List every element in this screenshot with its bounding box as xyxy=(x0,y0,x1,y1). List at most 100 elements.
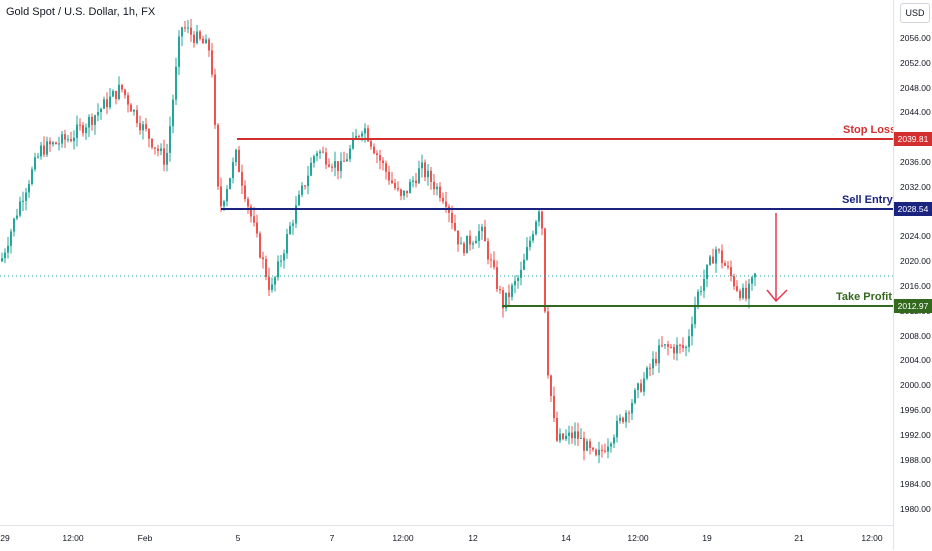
candle-body xyxy=(367,128,369,142)
candle-body xyxy=(619,417,621,421)
candle-body xyxy=(589,441,591,448)
candle-body xyxy=(13,218,15,232)
candle-body xyxy=(526,247,528,260)
candle-body xyxy=(400,189,402,196)
candle-body xyxy=(334,161,336,168)
candle-body xyxy=(118,84,120,99)
candle-body xyxy=(544,228,546,312)
candle-body xyxy=(466,235,468,254)
candle-body xyxy=(244,185,246,200)
currency-button[interactable]: USD xyxy=(900,3,930,23)
candle-body xyxy=(655,358,657,364)
candle-body xyxy=(532,234,534,241)
candle-body xyxy=(70,139,72,142)
candle-body xyxy=(196,31,198,44)
candle-body xyxy=(493,260,495,268)
candle-body xyxy=(265,259,267,277)
price-axis[interactable]: USD 2056.002052.002048.002044.002040.002… xyxy=(893,0,932,550)
candle-body xyxy=(712,256,714,264)
candle-body xyxy=(64,134,66,140)
candle-body xyxy=(529,240,531,248)
candle-body xyxy=(85,127,87,134)
candle-body xyxy=(535,221,537,235)
candle-body xyxy=(28,183,30,193)
candle-body xyxy=(307,175,309,187)
price-tick-label: 2052.00 xyxy=(900,57,931,68)
candle-body xyxy=(259,233,261,258)
candle-body xyxy=(613,437,615,444)
candle-body xyxy=(484,226,486,242)
candle-body xyxy=(202,38,204,44)
candle-body xyxy=(418,168,420,184)
candle-body xyxy=(688,336,690,348)
candle-body xyxy=(322,151,324,153)
candle-body xyxy=(397,188,399,190)
candle-body xyxy=(175,66,177,100)
candle-body xyxy=(439,186,441,198)
candle-body xyxy=(391,180,393,184)
time-axis[interactable]: 29 12:00 Feb 5 7 12:00 12 14 12:00 19 21 12:00 xyxy=(0,525,893,551)
candle-body xyxy=(718,249,720,251)
stop-loss-label: Stop Loss xyxy=(843,124,893,136)
candle-body xyxy=(1,258,3,262)
candle-body xyxy=(52,142,54,145)
candle-body xyxy=(673,346,675,354)
candle-body xyxy=(46,141,48,155)
candle-body xyxy=(742,287,744,299)
candle-body xyxy=(103,99,105,109)
time-tick-label: 7 xyxy=(329,533,335,543)
candle-body xyxy=(316,153,318,157)
candle-body xyxy=(283,253,285,261)
candle-body xyxy=(667,344,669,347)
candle-body xyxy=(328,164,330,167)
candle-body xyxy=(40,145,42,157)
candle-body xyxy=(709,256,711,265)
price-tick-label: 1996.00 xyxy=(900,405,931,415)
price-tick-label: 2008.00 xyxy=(900,330,931,341)
candle-body xyxy=(694,304,696,325)
candle-body xyxy=(280,260,282,262)
candle-body xyxy=(94,115,96,125)
candle-body xyxy=(631,402,633,414)
candle-body xyxy=(412,180,414,182)
candle-body xyxy=(508,292,510,298)
sell-entry-price-tag: 2028.54 xyxy=(894,202,932,216)
candle-body xyxy=(361,133,363,137)
price-tick-label: 2004.00 xyxy=(900,355,931,366)
candle-body xyxy=(571,432,573,439)
chart-area[interactable]: Gold Spot / U.S. Dollar, 1h, FX Stop Los… xyxy=(0,0,893,525)
price-tick-label: 2044.00 xyxy=(900,107,931,118)
time-tick-label: Feb xyxy=(137,533,153,543)
candle-body xyxy=(457,230,459,245)
candle-body xyxy=(337,161,339,171)
price-tick-label: 2024.00 xyxy=(900,231,931,242)
candle-body xyxy=(541,211,543,229)
candle-body xyxy=(649,367,651,369)
candle-body xyxy=(292,223,294,226)
candle-body xyxy=(721,250,723,264)
candle-body xyxy=(442,197,444,202)
candle-body xyxy=(550,375,552,397)
candle-body xyxy=(727,265,729,268)
candle-body xyxy=(4,252,6,259)
candle-body xyxy=(310,162,312,176)
candle-body xyxy=(715,249,717,264)
candle-body xyxy=(100,108,102,113)
candle-body xyxy=(301,185,303,195)
candle-body xyxy=(505,292,507,309)
candle-body xyxy=(430,170,432,182)
sell-entry-label: Sell Entry xyxy=(842,194,893,206)
price-chart[interactable] xyxy=(0,0,893,525)
candle-body xyxy=(214,74,216,125)
candle-body xyxy=(76,124,78,138)
candle-body xyxy=(7,245,9,253)
candle-body xyxy=(25,192,27,201)
candle-body xyxy=(79,124,81,126)
candle-body xyxy=(520,269,522,278)
candle-body xyxy=(592,447,594,450)
take-profit-price-tag: 2012.97 xyxy=(894,299,932,313)
candle-body xyxy=(646,367,648,379)
candle-body xyxy=(748,283,750,299)
time-tick-label: 12:00 xyxy=(627,533,649,543)
candle-body xyxy=(49,141,51,145)
